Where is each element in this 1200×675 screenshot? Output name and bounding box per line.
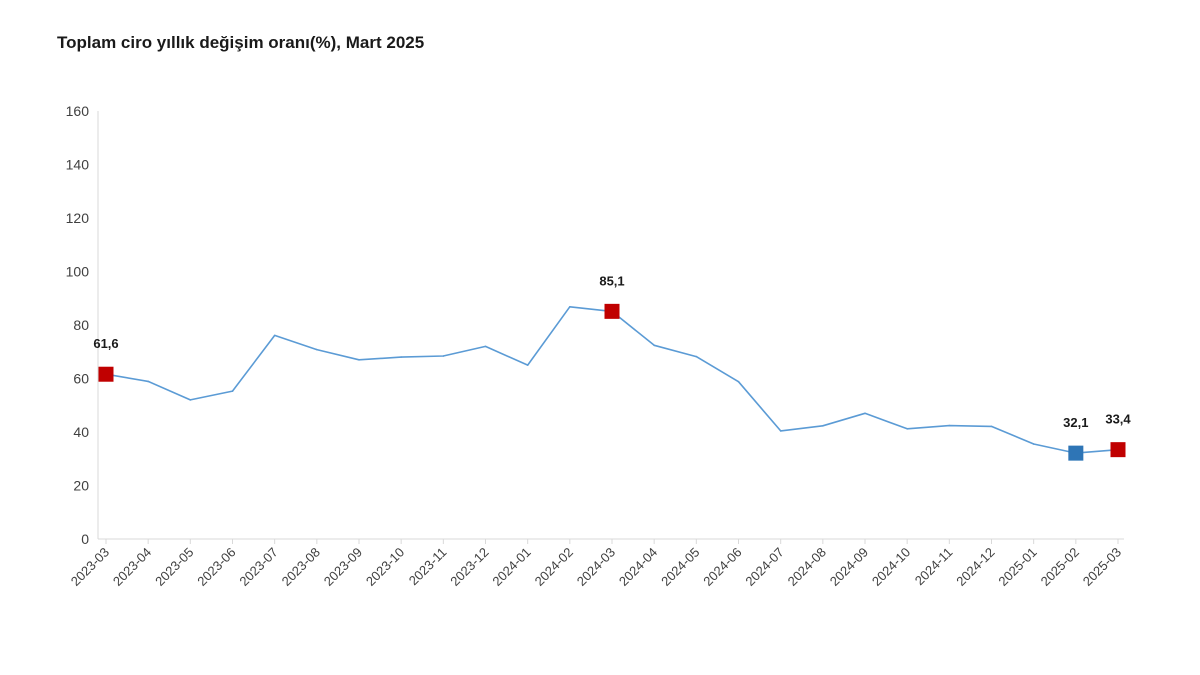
data-label: 61,6 bbox=[93, 336, 118, 351]
data-point bbox=[358, 358, 360, 361]
x-tick-label: 2024-04 bbox=[616, 545, 660, 589]
data-point bbox=[231, 390, 234, 392]
data-point bbox=[189, 399, 192, 401]
chart-title: Toplam ciro yıllık değişim oranı(%), Mar… bbox=[57, 33, 425, 52]
data-point bbox=[442, 355, 445, 357]
x-tick-label: 2023-06 bbox=[194, 545, 238, 589]
data-point bbox=[822, 425, 824, 427]
x-tick-label: 2023-08 bbox=[279, 545, 323, 589]
y-tick-label: 120 bbox=[66, 210, 90, 226]
data-point bbox=[1032, 443, 1035, 445]
data-point bbox=[273, 334, 276, 337]
x-tick-label: 2025-01 bbox=[995, 545, 1039, 589]
data-label: 32,1 bbox=[1063, 415, 1088, 430]
data-point bbox=[864, 412, 866, 415]
highlight-marker bbox=[604, 303, 620, 319]
x-tick-label: 2023-12 bbox=[447, 545, 491, 589]
x-tick-label: 2024-07 bbox=[742, 545, 786, 589]
x-tick-label: 2025-02 bbox=[1038, 545, 1082, 589]
x-tick-label: 2023-10 bbox=[363, 545, 407, 589]
highlight-marker bbox=[1068, 445, 1084, 461]
y-tick-label: 40 bbox=[73, 424, 89, 440]
data-point bbox=[484, 345, 487, 348]
data-point bbox=[779, 430, 782, 432]
data-label: 33,4 bbox=[1105, 412, 1131, 427]
x-tick-label: 2023-11 bbox=[406, 545, 450, 589]
x-tick-label: 2023-04 bbox=[110, 545, 154, 589]
data-point bbox=[990, 425, 993, 428]
x-tick-label: 2025-03 bbox=[1080, 545, 1124, 589]
y-tick-label: 20 bbox=[73, 478, 89, 494]
y-tick-label: 0 bbox=[81, 531, 89, 547]
data-point bbox=[653, 344, 655, 347]
highlight-marker bbox=[98, 366, 114, 382]
data-label: 85,1 bbox=[599, 273, 624, 288]
highlight-marker bbox=[1110, 442, 1126, 458]
data-point bbox=[695, 355, 698, 358]
x-tick-label: 2023-03 bbox=[68, 545, 112, 589]
x-tick-label: 2024-05 bbox=[658, 545, 702, 589]
data-point bbox=[400, 356, 402, 358]
x-tick-label: 2024-10 bbox=[869, 545, 913, 589]
x-tick-label: 2024-08 bbox=[785, 545, 829, 589]
x-tick-label: 2024-11 bbox=[912, 545, 956, 589]
x-tick-label: 2024-02 bbox=[532, 545, 576, 589]
x-tick-label: 2023-07 bbox=[236, 545, 280, 589]
y-tick-label: 100 bbox=[66, 264, 90, 280]
x-tick-label: 2023-05 bbox=[152, 545, 196, 589]
data-point bbox=[737, 380, 740, 383]
series-line bbox=[105, 305, 1119, 454]
x-tick-label: 2024-03 bbox=[574, 545, 618, 589]
y-tick-label: 160 bbox=[66, 103, 90, 119]
data-point bbox=[948, 424, 951, 427]
y-tick-label: 80 bbox=[73, 317, 89, 333]
x-tick-label: 2024-12 bbox=[953, 545, 997, 589]
data-point bbox=[569, 306, 571, 308]
data-point bbox=[316, 348, 318, 351]
x-tick-label: 2024-09 bbox=[827, 545, 871, 589]
x-tick-label: 2023-09 bbox=[321, 545, 365, 589]
data-point bbox=[147, 380, 149, 383]
x-tick-label: 2024-06 bbox=[700, 545, 744, 589]
data-point bbox=[906, 427, 908, 430]
y-tick-label: 60 bbox=[73, 371, 89, 387]
y-tick-label: 140 bbox=[66, 157, 90, 173]
data-point bbox=[526, 364, 529, 366]
x-tick-label: 2024-01 bbox=[489, 545, 533, 589]
